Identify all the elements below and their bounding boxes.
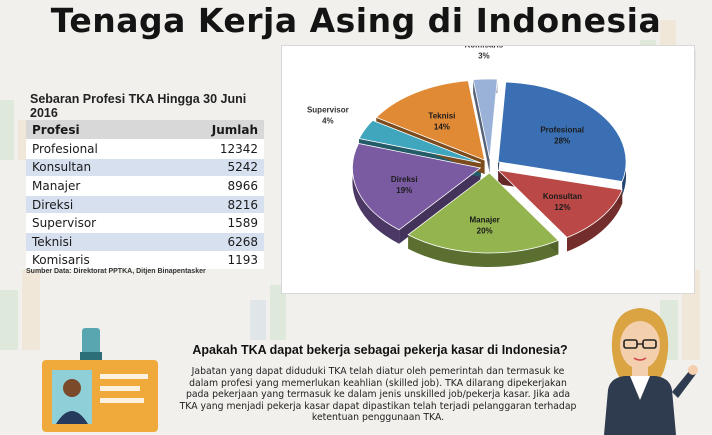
- pie-label: Supervisor: [307, 105, 349, 114]
- column-header-profesi: Profesi: [26, 120, 163, 140]
- pie-slice-edge: [473, 79, 490, 174]
- pie-label: Profesional: [540, 126, 584, 135]
- cell-jumlah: 1193: [162, 250, 264, 270]
- cell-jumlah: 8216: [162, 194, 264, 214]
- page-title: Tenaga Kerja Asing di Indonesia: [50, 1, 662, 40]
- cell-profesi: Profesional: [26, 139, 163, 159]
- cell-profesi: Komisaris: [26, 250, 163, 270]
- pie-slice-profesional: [497, 81, 627, 182]
- table-row: Profesional 12342: [26, 139, 264, 159]
- pie-slice-direksi: [352, 143, 482, 231]
- table-row: Supervisor 1589: [26, 213, 264, 233]
- source-note: Sumber Data: Direktorat PPTKA, Ditjen Bi…: [26, 268, 206, 275]
- cell-profesi: Supervisor: [26, 213, 163, 233]
- answer-line: pada pekerjaan yang termasuk ke dalam je…: [185, 389, 571, 401]
- pie-slice-side: [566, 189, 623, 252]
- cell-jumlah: 12342: [162, 139, 264, 159]
- pie-label: Direksi: [391, 175, 418, 184]
- answer-line: Jabatan yang dapat diduduki TKA telah di…: [191, 366, 565, 377]
- cell-jumlah: 8966: [162, 176, 264, 196]
- cell-jumlah: 6268: [162, 231, 264, 252]
- presenter-illustration: [604, 308, 698, 435]
- pie-label: Teknisi: [428, 111, 455, 120]
- pie-percent-label: 12%: [554, 203, 570, 212]
- pie-chart-panel: Profesional 28% Konsultan 12% Manajer 20% Dire…: [281, 45, 695, 294]
- pie-label: Konsultan: [543, 192, 582, 201]
- pie-percent-label: 19%: [396, 186, 412, 195]
- pie-percent-label: 3%: [478, 51, 490, 60]
- cell-jumlah: 5242: [162, 157, 264, 177]
- question-heading: Apakah TKA dapat bekerja sebagai pekerja…: [192, 343, 568, 357]
- pie-slice-konsultan: [496, 169, 623, 238]
- cell-profesi: Direksi: [26, 194, 163, 214]
- table-row: Konsultan 5242: [26, 157, 264, 177]
- profesi-table: Profesi Jumlah Profesional 12342 Konsult…: [26, 120, 264, 270]
- cell-profesi: Teknisi: [26, 231, 163, 252]
- answer-text: Jabatan yang dapat diduduki TKA telah di…: [178, 366, 578, 424]
- table-header-row: Profesi Jumlah: [26, 120, 264, 140]
- table-row: Manajer 8966: [26, 176, 264, 196]
- pie-label: Komisaris: [465, 46, 504, 49]
- pie-slice-manajer: [407, 172, 560, 254]
- pie-slice-teknisi: [375, 80, 486, 161]
- pie-percent-label: 14%: [434, 122, 450, 131]
- table-row: Komisaris 1193: [26, 250, 264, 270]
- answer-line: TKA yang menjadi pekerja kasar dapat dip…: [179, 400, 577, 412]
- pie-slice-supervisor: [358, 119, 482, 164]
- cell-jumlah: 1589: [162, 213, 264, 233]
- answer-line: dalam profesi yang memerlukan keahlian (…: [189, 377, 567, 389]
- pie-percent-label: 28%: [554, 137, 570, 146]
- pie-label: Manajer: [470, 215, 500, 224]
- cell-profesi: Konsultan: [26, 157, 163, 177]
- table-caption: Sebaran Profesi TKA Hingga 30 Juni 2016: [30, 92, 247, 120]
- table-row: Direksi 8216: [26, 194, 264, 214]
- pie-slice-edge: [399, 167, 481, 244]
- id-card-icon: [42, 328, 158, 432]
- answer-line: ketentuan penggunaan TKA.: [311, 412, 445, 424]
- pie-slice-side: [408, 234, 559, 267]
- cell-profesi: Manajer: [26, 176, 163, 196]
- pie-percent-label: 20%: [477, 226, 493, 235]
- pie-percent-label: 4%: [322, 116, 334, 125]
- table-row: Teknisi 6268: [26, 231, 264, 252]
- pie-slice-komisaris: [472, 78, 498, 160]
- column-header-jumlah: Jumlah: [162, 120, 264, 140]
- pie-chart: Profesional 28% Konsultan 12% Manajer 20% Dire…: [307, 46, 627, 267]
